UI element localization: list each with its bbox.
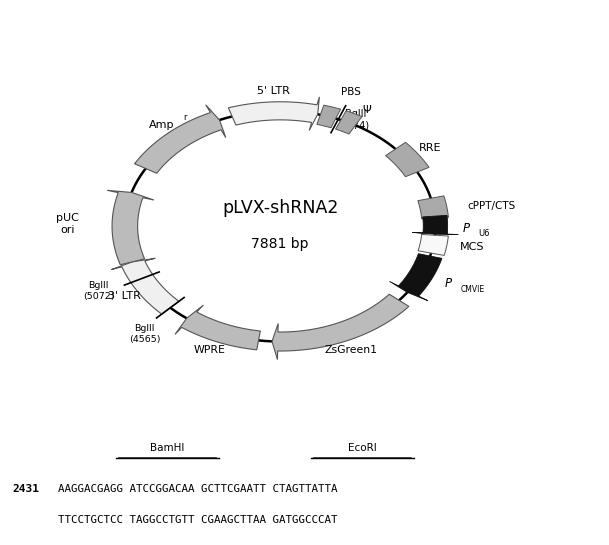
Text: cPPT/CTS: cPPT/CTS [467, 201, 515, 210]
Text: BglII
(4565): BglII (4565) [129, 324, 160, 344]
Text: RRE: RRE [419, 143, 442, 153]
Polygon shape [135, 105, 226, 173]
Text: BglII
(474): BglII (474) [343, 109, 369, 131]
Text: $\it{P}$: $\it{P}$ [462, 222, 471, 235]
Polygon shape [389, 253, 442, 301]
Text: AAGGACGAGG ATCCGGACAA GCTTCGAATT CTAGTTATTA: AAGGACGAGG ATCCGGACAA GCTTCGAATT CTAGTTA… [58, 484, 337, 494]
Polygon shape [272, 294, 409, 360]
Polygon shape [336, 111, 362, 134]
Text: CMVIE: CMVIE [461, 284, 485, 294]
Polygon shape [412, 215, 458, 234]
Text: BamHI: BamHI [150, 443, 185, 453]
Polygon shape [418, 234, 448, 256]
Text: U6: U6 [479, 229, 490, 238]
Polygon shape [228, 97, 319, 130]
Text: pUC
ori: pUC ori [57, 213, 79, 234]
Polygon shape [107, 190, 154, 265]
Text: $\it{P}$: $\it{P}$ [444, 277, 453, 290]
Polygon shape [175, 305, 260, 350]
Text: TTCCTGCTCC TAGGCCTGTT CGAAGCTTAA GATGGCCCAT: TTCCTGCTCC TAGGCCTGTT CGAAGCTTAA GATGGCC… [58, 515, 337, 525]
Text: r: r [183, 113, 187, 123]
Text: pLVX-shRNA2: pLVX-shRNA2 [222, 199, 339, 217]
Polygon shape [317, 105, 340, 128]
Text: EcoRI: EcoRI [348, 443, 377, 453]
Text: MCS: MCS [460, 241, 484, 252]
Text: Ψ: Ψ [363, 105, 371, 115]
Polygon shape [385, 142, 429, 177]
Text: 7881 bp: 7881 bp [252, 237, 309, 251]
Text: 5' LTR: 5' LTR [258, 86, 290, 96]
Text: BglII
(5072): BglII (5072) [83, 281, 114, 301]
Text: Amp: Amp [149, 120, 175, 130]
Text: 2431: 2431 [12, 484, 39, 494]
Text: PBS: PBS [341, 87, 361, 96]
Text: WPRE: WPRE [193, 346, 225, 355]
Text: 3' LTR: 3' LTR [108, 290, 141, 301]
Text: ZsGreen1: ZsGreen1 [325, 346, 378, 355]
Polygon shape [418, 196, 448, 219]
Polygon shape [111, 258, 179, 314]
